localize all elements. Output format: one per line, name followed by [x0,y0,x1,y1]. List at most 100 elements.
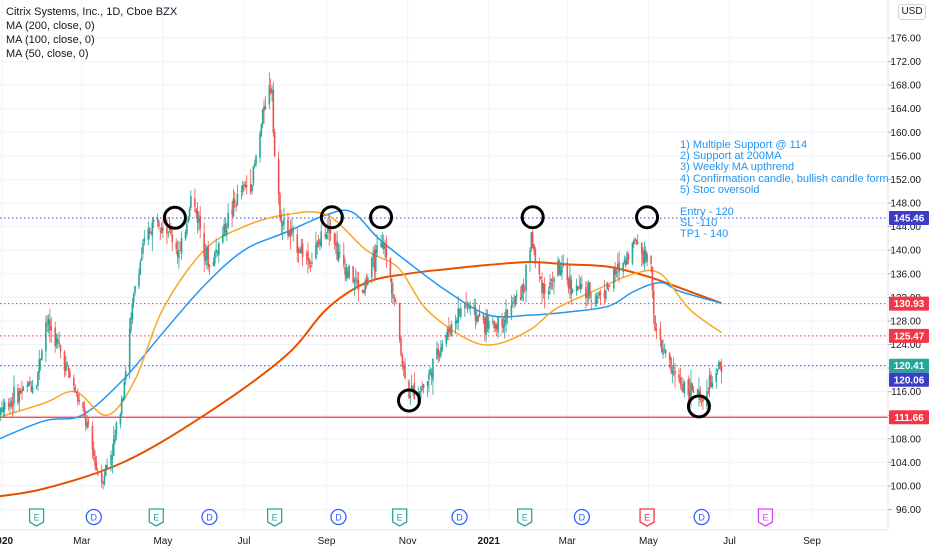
price-badge-label: 120.06 [894,375,925,386]
candle-body [19,390,22,394]
candle-body [31,386,34,393]
candle-body [336,241,338,260]
candle-body [95,462,98,470]
candle-body [337,251,340,261]
note-point-1: 1) Multiple Support @ 114 [680,139,808,151]
candle-body [203,232,205,257]
candle-body [190,196,192,208]
candle-body [680,384,683,385]
annotation-circle [635,205,660,230]
candle-body [719,361,722,367]
candle-body [409,395,412,399]
price-badge-label: 120.41 [894,361,925,372]
candle-body [75,391,78,394]
candle-body [207,246,209,267]
candle-body [626,252,628,264]
candle-body [162,227,164,231]
candle-body [232,198,235,217]
candle-body [152,219,155,222]
candle-body [501,318,503,327]
candle-body [212,261,215,266]
candle-body [635,239,638,242]
candle-body [531,232,534,248]
candle-body [130,317,132,330]
candle-body [122,398,124,400]
candle-body [353,280,356,283]
candle-body [631,242,634,264]
dividend-marker [693,508,710,526]
candle-body [138,274,140,287]
candle-body [29,380,31,385]
price-axis[interactable]: 96.00100.00104.00108.00112.00116.00120.0… [887,0,932,550]
candle-body [333,233,336,244]
price-tick-label: 148.00 [890,199,921,210]
event-marker-label: D [91,513,98,523]
candle-body [327,228,329,233]
candle-body [687,379,690,396]
candle-body [291,228,293,234]
candle-body [476,315,478,323]
candle-body [69,371,71,378]
candle-body [557,260,559,276]
candle-body [595,295,598,304]
candle-body [87,421,90,424]
candle-body [194,198,196,207]
price-tick-label: 140.00 [890,246,921,257]
candle-body [578,287,581,288]
candle-body [585,287,587,299]
candle-body [627,254,630,260]
candle-body [50,326,53,331]
candle-body [421,385,424,387]
candle-body [184,231,187,239]
note-stop-loss: SL -110 [680,217,718,230]
candle-body [646,253,648,263]
event-marker-label: E [397,513,403,523]
candle-body [289,228,292,236]
candle-body [436,349,438,360]
candle-body [691,383,694,391]
candle-body [400,338,402,355]
candle-body [710,374,712,388]
candle-body [39,359,42,361]
candle-body [384,246,386,248]
note-take-profit: TP1 - 140 [680,228,729,241]
candle-body [428,373,430,380]
candle-body [445,335,448,344]
candle-body [515,294,518,297]
candle-body [271,89,273,94]
candle-body [204,256,207,261]
candle-body [84,418,87,426]
candle-body [63,351,66,371]
candle-body [111,456,114,459]
candle-body [534,249,537,264]
candle-body [446,328,449,337]
price-badge [889,372,929,387]
candle-body [263,105,265,112]
currency-button[interactable]: USD [898,4,926,20]
candle-body [668,353,671,361]
candle-body [711,382,714,387]
candle-body [599,293,602,295]
candle-body [364,281,366,293]
candle-body [437,348,440,355]
candle-body [54,327,57,347]
candle-body [198,218,200,223]
candle-body [398,302,401,341]
price-tick-label: 144.00 [890,222,921,233]
candle-body [159,231,162,232]
candle-body [221,234,224,243]
candle-body [214,252,216,264]
grid [0,0,888,516]
annotation-circle [162,205,187,230]
time-axis[interactable]: 2020 Mar May Jul Sep Nov 2021 Mar May Jul Sep [0,529,888,547]
candle-body [473,305,475,308]
candle-body [252,166,255,184]
candle-body [598,292,600,296]
candle-body [100,472,103,483]
candle-body [139,262,142,275]
candle-body [494,324,497,329]
candle-body [245,185,248,187]
candle-body [376,245,378,253]
